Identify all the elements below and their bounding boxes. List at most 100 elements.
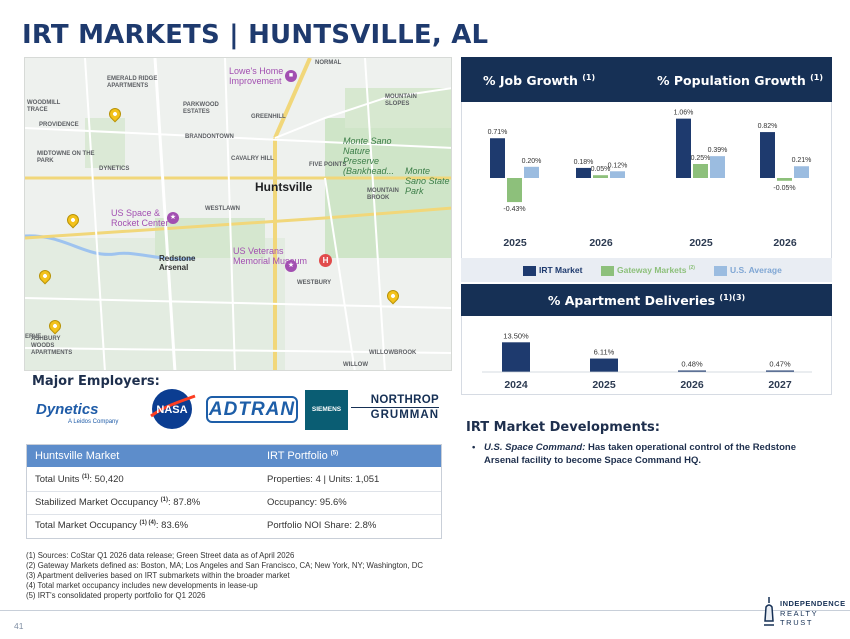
data-label: 0.12% xyxy=(608,162,628,169)
bar xyxy=(590,358,618,372)
bar xyxy=(794,166,809,178)
chart-legend: IRT Market Gateway Markets (2) U.S. Aver… xyxy=(461,258,832,282)
page-number: 41 xyxy=(14,621,24,631)
employers-title: Major Employers: xyxy=(32,374,160,389)
header-huntsville-market: Huntsville Market xyxy=(35,450,120,462)
growth-chart: 0.71% -0.43% 0.20% 2025 0.18%0.05%0.12% 2026 1… xyxy=(488,110,812,249)
museum-icon: ★ xyxy=(167,212,179,224)
legend-irt: IRT Market xyxy=(523,265,582,276)
header-irt-portfolio: IRT Portfolio (5) xyxy=(267,450,339,462)
table-row: Total Units (1): 50,420 xyxy=(35,474,124,486)
map-label-dynetics: DYNETICS xyxy=(99,166,130,172)
bar xyxy=(710,156,725,178)
poi-lowes[interactable]: Lowe's Home Improvement xyxy=(229,66,284,86)
bar xyxy=(507,178,522,203)
data-label: 0.39% xyxy=(708,147,728,154)
table-row: Total Market Occupancy (1) (4): 83.6% xyxy=(35,520,189,532)
map-label-willowbrook: WILLOWBROOK xyxy=(369,350,417,356)
table-cell: Portfolio NOI Share: 2.8% xyxy=(267,520,377,531)
map-label-willow: WILLOW xyxy=(343,362,368,368)
tick-label: 2027 xyxy=(768,379,792,391)
poi-veterans-museum[interactable]: US Veterans Memorial Museum xyxy=(233,246,308,266)
deliveries-chart-panel: 13.50% 2024 6.11% 2025 0.48% 2026 0.47% 2027 xyxy=(461,316,832,395)
footnote: (3) Apartment deliveries based on IRT su… xyxy=(26,571,290,580)
map-label-erve: ERVE xyxy=(25,334,42,340)
siemens-logo: SIEMENS xyxy=(305,390,348,430)
bar xyxy=(693,164,708,178)
map-label-monte-sano-park: Monte Sano State Park xyxy=(405,166,450,196)
data-label: 0.25% xyxy=(691,155,711,162)
map-roads xyxy=(25,58,451,370)
deliveries-title: % Apartment Deliveries (1)(3) xyxy=(547,293,746,309)
map-label-woodmill: WOODMILL TRACE xyxy=(27,100,61,113)
bar xyxy=(576,167,591,178)
store-icon: ■ xyxy=(285,70,297,82)
map-label-greenhill: GREENHILL xyxy=(251,114,286,120)
footnote: (5) IRT's consolidated property portfoli… xyxy=(26,591,206,600)
map-label-five-points: FIVE POINTS xyxy=(309,162,347,168)
bar xyxy=(766,370,794,372)
map-label-parkwood: PARKWOOD ESTATES xyxy=(183,102,219,115)
map-label-huntsville: Huntsville xyxy=(255,180,313,194)
data-label: 0.21% xyxy=(792,157,812,164)
map-label-westbury: WESTBURY xyxy=(297,280,332,286)
data-label: 6.11% xyxy=(594,348,615,357)
poi-space-rocket-center[interactable]: US Space & Rocket Center xyxy=(111,208,169,228)
northrop-grumman-logo: NORTHROP GRUMMAN xyxy=(351,394,439,424)
footer-divider xyxy=(0,610,850,611)
museum-icon: ★ xyxy=(285,260,297,272)
data-label: 0.20% xyxy=(522,158,542,165)
area-map[interactable]: NORMAL EMERALD RIDGE APARTMENTS WOODMILL… xyxy=(24,57,452,371)
map-label-normal: NORMAL xyxy=(315,60,342,66)
company-logo: INDEPENDENCE REALTY TRUST xyxy=(760,593,845,633)
bar xyxy=(490,138,505,178)
population-growth-title: % Population Growth (1) xyxy=(657,73,823,89)
legend-gateway: Gateway Markets (2) xyxy=(601,265,695,276)
map-label-mountain-slopes: MOUNTAIN SLOPES xyxy=(385,94,417,107)
table-row: Stabilized Market Occupancy (1): 87.8% xyxy=(35,497,201,509)
bar xyxy=(777,178,792,181)
tick-label: 2025 xyxy=(689,237,713,249)
map-label-monte-sano-preserve: Monte Sano Nature Preserve (Bankhead... xyxy=(343,136,395,176)
footnote: (4) Total market occupancy includes new … xyxy=(26,581,258,590)
table-header: Huntsville Market IRT Portfolio (5) xyxy=(27,445,441,467)
data-label: -0.43% xyxy=(503,206,525,213)
data-label: 0.48% xyxy=(681,360,703,369)
growth-header: % Job Growth (1) % Population Growth (1) xyxy=(461,57,832,102)
tick-label: 2025 xyxy=(592,379,616,391)
footnote: (2) Gateway Markets defined as: Boston, … xyxy=(26,561,424,570)
table-cell: Occupancy: 95.6% xyxy=(267,497,347,508)
bar xyxy=(760,132,775,178)
map-label-mountain-brook: MOUNTAIN BROOK xyxy=(367,188,399,201)
page-title: IRT MARKETS | HUNTSVILLE, AL xyxy=(22,20,489,50)
tick-label: 2026 xyxy=(680,379,704,391)
deliveries-header: % Apartment Deliveries (1)(3) xyxy=(461,284,832,316)
nasa-logo: NASA xyxy=(145,388,199,430)
map-label-emerald-ridge: EMERALD RIDGE APARTMENTS xyxy=(107,76,158,89)
data-label: 0.71% xyxy=(488,129,508,136)
tick-label: 2026 xyxy=(773,237,797,249)
bar xyxy=(593,175,608,178)
footnotes: (1) Sources: CoStar Q1 2026 data release… xyxy=(26,551,586,601)
footnote: (1) Sources: CoStar Q1 2026 data release… xyxy=(26,551,295,560)
map-label-westlawn: WESTLAWN xyxy=(205,206,240,212)
job-growth-title: % Job Growth (1) xyxy=(483,73,596,89)
bar xyxy=(678,370,706,372)
data-label: 13.50% xyxy=(503,331,529,340)
growth-chart-panel: 0.71% -0.43% 0.20% 2025 0.18% 0.05% 0.12% 2026 1… xyxy=(461,102,832,282)
data-label: -0.05% xyxy=(773,185,795,192)
data-label: 0.05% xyxy=(591,166,611,173)
developments-title: IRT Market Developments: xyxy=(466,420,660,435)
map-label-providence: PROVIDENCE xyxy=(39,122,79,128)
bar xyxy=(502,342,530,372)
data-label: 0.18% xyxy=(574,159,594,166)
tick-label: 2024 xyxy=(504,379,528,391)
data-label: 1.06% xyxy=(674,110,694,117)
adtran-logo: ADTRAN xyxy=(206,396,298,423)
map-label-brandontown: BRANDONTOWN xyxy=(185,134,234,140)
map-label-ashbury: ASHBURY WOODS APARTMENTS xyxy=(31,336,73,356)
table-cell: Properties: 4 | Units: 1,051 xyxy=(267,474,380,485)
svg-text:NASA: NASA xyxy=(156,404,187,416)
data-label: 0.82% xyxy=(758,123,778,130)
liberty-bell-icon xyxy=(764,597,774,626)
